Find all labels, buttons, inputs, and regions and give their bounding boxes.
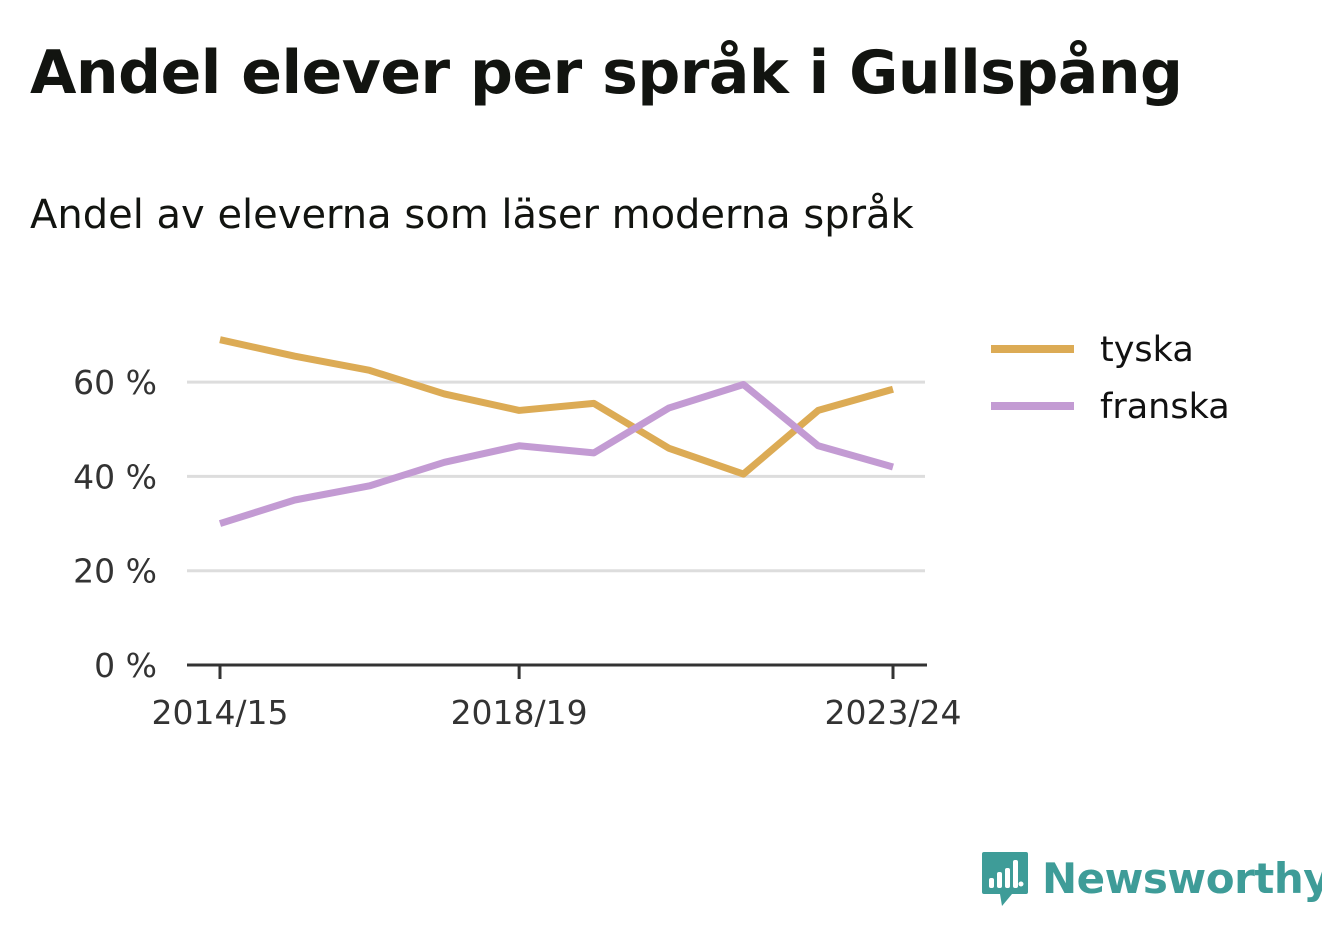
y-tick-label: 20 % xyxy=(73,552,157,591)
y-tick-label: 0 % xyxy=(94,646,157,685)
series-line-franska xyxy=(218,381,894,527)
axes: 0 % 20 % 40 % 60 % 2014/15 2018/19 2023/24 xyxy=(73,363,961,732)
newsworthy-logo: Newsworthy xyxy=(980,848,1322,908)
series-lines xyxy=(218,336,894,527)
legend: tyska franska xyxy=(991,330,1230,427)
y-tick-label: 60 % xyxy=(73,363,157,402)
newsworthy-logo-icon xyxy=(982,852,1028,906)
brand-name: Newsworthy xyxy=(1042,853,1322,903)
x-tick-label: 2018/19 xyxy=(451,693,588,732)
legend-label-franska: franska xyxy=(1100,387,1230,427)
x-tick-label: 2023/24 xyxy=(824,693,961,732)
legend-label-tyska: tyska xyxy=(1100,330,1194,370)
y-tick-label: 40 % xyxy=(73,457,157,496)
x-tick-label: 2014/15 xyxy=(151,693,288,732)
series-line-tyska xyxy=(219,336,894,478)
chart-title: Andel elever per språk i Gullspång xyxy=(30,38,1183,108)
gridlines xyxy=(187,380,925,573)
chart-subtitle: Andel av eleverna som läser moderna språ… xyxy=(30,192,914,238)
